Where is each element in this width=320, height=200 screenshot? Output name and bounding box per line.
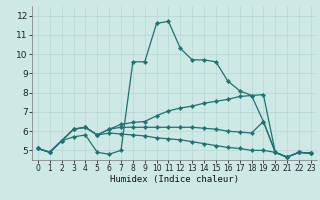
X-axis label: Humidex (Indice chaleur): Humidex (Indice chaleur): [110, 175, 239, 184]
